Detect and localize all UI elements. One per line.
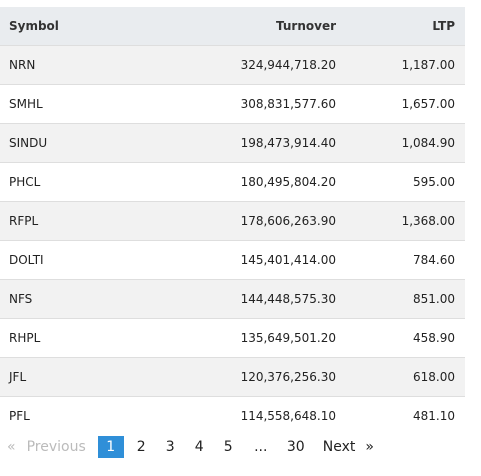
cell-turnover: 135,649,501.20 bbox=[189, 318, 336, 358]
cell-symbol[interactable]: SMHL bbox=[0, 84, 189, 124]
cell-turnover: 180,495,804.20 bbox=[189, 162, 336, 202]
table-row: SINDU 198,473,914.40 1,084.90 bbox=[0, 123, 465, 163]
cell-ltp: 458.90 bbox=[336, 318, 465, 358]
cell-symbol[interactable]: PFL bbox=[0, 396, 189, 435]
cell-turnover: 178,606,263.90 bbox=[189, 201, 336, 241]
next-button[interactable]: Next bbox=[322, 439, 356, 455]
table-row: NFS 144,448,575.30 851.00 bbox=[0, 279, 465, 319]
next-arrow-icon[interactable]: » bbox=[365, 439, 374, 455]
cell-symbol[interactable]: PHCL bbox=[0, 162, 189, 202]
cell-ltp: 618.00 bbox=[336, 357, 465, 397]
cell-ltp: 1,187.00 bbox=[336, 45, 465, 85]
previous-arrow-icon: « bbox=[7, 439, 16, 455]
page-1-button[interactable]: 1 bbox=[97, 436, 124, 458]
header-row: Symbol Turnover LTP bbox=[0, 7, 465, 46]
pagination-ellipsis: ... bbox=[254, 439, 268, 455]
table-row: JFL 120,376,256.30 618.00 bbox=[0, 357, 465, 397]
header-turnover[interactable]: Turnover bbox=[189, 7, 336, 46]
page-4-button[interactable]: 4 bbox=[194, 439, 204, 455]
cell-symbol[interactable]: RHPL bbox=[0, 318, 189, 358]
cell-turnover: 120,376,256.30 bbox=[189, 357, 336, 397]
cell-ltp: 595.00 bbox=[336, 162, 465, 202]
table-header: Symbol Turnover LTP bbox=[0, 7, 465, 46]
table-row: PFL 114,558,648.10 481.10 bbox=[0, 396, 465, 435]
cell-ltp: 481.10 bbox=[336, 396, 465, 435]
cell-ltp: 1,657.00 bbox=[336, 84, 465, 124]
turnover-table: Symbol Turnover LTP NRN 324,944,718.20 1… bbox=[0, 7, 465, 435]
cell-turnover: 145,401,414.00 bbox=[189, 240, 336, 280]
cell-symbol[interactable]: RFPL bbox=[0, 201, 189, 241]
cell-symbol[interactable]: SINDU bbox=[0, 123, 189, 163]
table-row: NRN 324,944,718.20 1,187.00 bbox=[0, 45, 465, 85]
cell-ltp: 784.60 bbox=[336, 240, 465, 280]
cell-symbol[interactable]: NRN bbox=[0, 45, 189, 85]
cell-turnover: 308,831,577.60 bbox=[189, 84, 336, 124]
previous-button: Previous bbox=[26, 439, 86, 455]
cell-ltp: 1,368.00 bbox=[336, 201, 465, 241]
pagination: « Previous 1 2 3 4 5 ... 30 Next » bbox=[0, 436, 374, 458]
table-row: RFPL 178,606,263.90 1,368.00 bbox=[0, 201, 465, 241]
page-2-button[interactable]: 2 bbox=[136, 439, 146, 455]
cell-turnover: 198,473,914.40 bbox=[189, 123, 336, 163]
page-3-button[interactable]: 3 bbox=[165, 439, 175, 455]
cell-ltp: 1,084.90 bbox=[336, 123, 465, 163]
table-row: SMHL 308,831,577.60 1,657.00 bbox=[0, 84, 465, 124]
cell-symbol[interactable]: JFL bbox=[0, 357, 189, 397]
cell-turnover: 144,448,575.30 bbox=[189, 279, 336, 319]
header-symbol[interactable]: Symbol bbox=[0, 7, 189, 46]
page-5-button[interactable]: 5 bbox=[223, 439, 233, 455]
table-row: DOLTI 145,401,414.00 784.60 bbox=[0, 240, 465, 280]
table-body: NRN 324,944,718.20 1,187.00 SMHL 308,831… bbox=[0, 45, 465, 435]
cell-turnover: 324,944,718.20 bbox=[189, 45, 336, 85]
table-row: RHPL 135,649,501.20 458.90 bbox=[0, 318, 465, 358]
cell-symbol[interactable]: NFS bbox=[0, 279, 189, 319]
cell-turnover: 114,558,648.10 bbox=[189, 396, 336, 435]
page-30-button[interactable]: 30 bbox=[286, 439, 305, 455]
header-ltp[interactable]: LTP bbox=[336, 7, 465, 46]
cell-ltp: 851.00 bbox=[336, 279, 465, 319]
cell-symbol[interactable]: DOLTI bbox=[0, 240, 189, 280]
table-row: PHCL 180,495,804.20 595.00 bbox=[0, 162, 465, 202]
